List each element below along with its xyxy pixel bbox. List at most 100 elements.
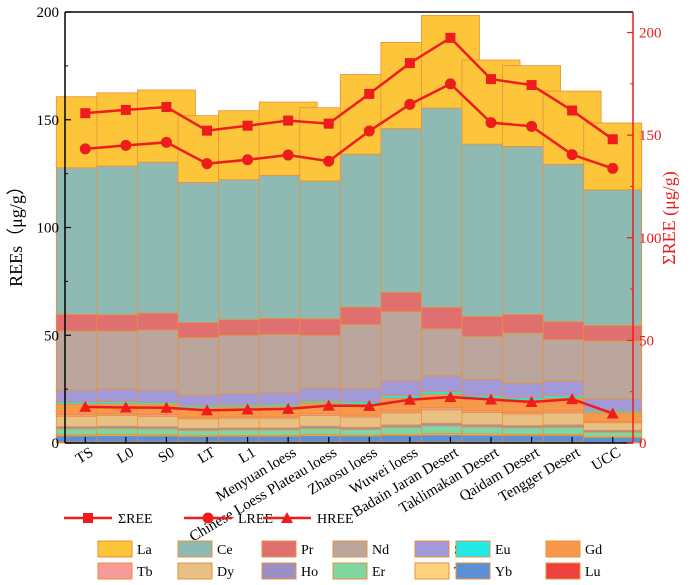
marker-sum-ree <box>567 105 578 116</box>
legend-swatch-tm <box>414 562 450 580</box>
marker-hree <box>119 401 132 413</box>
left-axis-title: REEs（μg/g） <box>6 177 26 287</box>
marker-lree <box>404 98 416 110</box>
legend-marker <box>202 512 214 524</box>
line-lree <box>85 82 614 170</box>
legend-label-er: Er <box>372 565 386 580</box>
x-tick-label: LT <box>195 445 218 467</box>
marker-sum-ree <box>283 115 294 126</box>
marker-lree <box>160 136 172 148</box>
line-legend: ΣREE LREE HREE <box>64 512 354 527</box>
marker-sum-ree <box>120 104 131 115</box>
legend-label-yb: Yb <box>495 565 512 580</box>
marker-lree <box>282 149 294 161</box>
legend-label-dy: Dy <box>217 565 234 580</box>
legend-swatch-lu <box>545 562 581 580</box>
marker-hree <box>79 400 92 412</box>
legend-swatch-er <box>332 562 368 580</box>
marker-hree <box>241 403 254 415</box>
right-tick-label: 50 <box>639 333 654 349</box>
marker-sum-ree <box>242 120 253 131</box>
x-tick-label: L0 <box>114 445 137 467</box>
marker-hree <box>444 391 457 403</box>
marker-sum-ree <box>161 102 172 113</box>
marker-lree <box>120 139 132 151</box>
legend-swatch-tb <box>97 562 133 580</box>
x-tick-label: L1 <box>236 445 259 467</box>
left-tick-label: 100 <box>37 221 60 237</box>
right-tick-label: 150 <box>639 128 662 144</box>
marker-sum-ree <box>445 32 456 43</box>
marker-hree <box>201 404 213 416</box>
marker-lree <box>526 120 538 132</box>
right-tick-label: 100 <box>639 231 662 247</box>
legend-label-tb: Tb <box>137 565 153 580</box>
x-tick-label: TS <box>73 445 96 468</box>
legend-label-nd: Nd <box>372 543 389 558</box>
right-tick-label: 0 <box>639 436 647 452</box>
marker-hree <box>403 393 416 405</box>
legend-label-pr: Pr <box>301 543 314 558</box>
legend-label-eu: Eu <box>495 543 511 558</box>
marker-sum-ree <box>486 74 496 85</box>
legend-swatch-eu <box>455 540 491 558</box>
marker-lree <box>363 125 375 137</box>
bar-segment-nd <box>583 340 643 400</box>
legend-swatch-gd <box>545 540 581 558</box>
legend-swatch-ho <box>261 562 297 580</box>
legend-label: LREE <box>238 512 273 527</box>
legend-swatch-la <box>97 540 133 558</box>
line-sum-ree <box>85 36 614 141</box>
right-axis-title: ΣREE (μg/g) <box>659 171 680 265</box>
marker-lree <box>323 155 335 167</box>
marker-hree <box>485 393 497 405</box>
legend-swatch-ce <box>177 540 213 558</box>
left-tick-label: 200 <box>37 5 60 21</box>
legend-swatch-pr <box>261 540 297 558</box>
marker-sum-ree <box>607 134 618 145</box>
marker-hree <box>322 399 335 411</box>
legend-label-lu: Lu <box>585 565 601 580</box>
legend-label: HREE <box>317 512 354 527</box>
left-tick-label: 150 <box>37 113 60 129</box>
x-tick-label: UCC <box>589 445 624 475</box>
marker-hree <box>160 401 173 413</box>
marker-hree <box>282 402 295 414</box>
marker-lree <box>79 143 91 155</box>
marker-sum-ree <box>364 88 375 99</box>
right-tick-label: 200 <box>639 26 662 42</box>
marker-lree <box>566 149 578 161</box>
legend-label-la: La <box>137 543 153 558</box>
x-tick-label: S0 <box>156 445 178 467</box>
legend-label-gd: Gd <box>585 543 602 558</box>
marker-sum-ree <box>404 58 415 69</box>
marker-lree <box>444 78 456 90</box>
marker-sum-ree <box>80 108 91 119</box>
marker-lree <box>485 117 497 129</box>
legend-label-ce: Ce <box>217 543 233 558</box>
plot-area <box>55 11 643 444</box>
marker-sum-ree <box>202 125 212 136</box>
marker-hree <box>363 399 376 411</box>
legend-swatch-dy <box>177 562 213 580</box>
legend-marker <box>281 512 293 523</box>
legend-swatch-sm <box>414 540 450 558</box>
legend-swatch-yb <box>455 562 491 580</box>
marker-sum-ree <box>526 80 537 91</box>
marker-hree <box>525 395 538 407</box>
legend-label: ΣREE <box>118 512 153 527</box>
line-hree <box>85 395 614 415</box>
bar-segment-la <box>583 122 643 191</box>
right-y-axis: 0 50 100 150 200 <box>627 26 662 452</box>
marker-lree <box>201 158 213 170</box>
legend-marker <box>83 513 93 523</box>
left-tick-label: 50 <box>44 328 59 344</box>
legend-label-ho: Ho <box>301 565 318 580</box>
marker-hree <box>566 393 579 405</box>
marker-lree <box>242 154 254 166</box>
stack-legend: LaCePrNdSmEuGdTbDyHoErTmYbLu <box>97 540 602 580</box>
marker-lree <box>607 162 619 174</box>
marker-hree <box>606 407 619 419</box>
